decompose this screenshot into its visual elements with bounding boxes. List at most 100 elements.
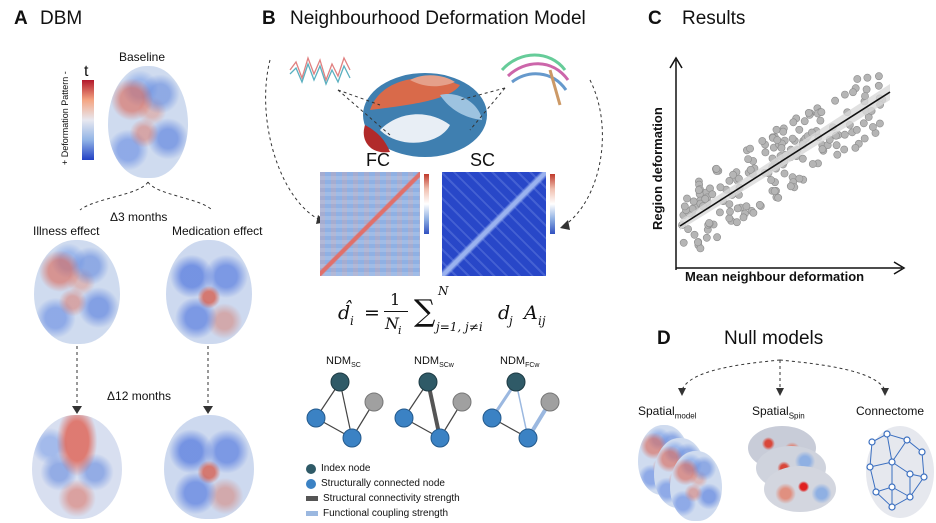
- scatter-point: [818, 145, 827, 154]
- scatter-point: [832, 141, 841, 150]
- baseline-brain: [108, 66, 188, 178]
- scatter-point: [694, 186, 703, 194]
- x-axis-label: Mean neighbour deformation: [685, 269, 865, 284]
- regression-confidence-band: [680, 84, 890, 230]
- medication-effect-label: Medication effect: [172, 224, 263, 238]
- scatter-point: [840, 145, 849, 154]
- scatter-point: [746, 144, 754, 153]
- spatial-model-label: Spatialmodel: [638, 404, 697, 421]
- scatter-point: [772, 125, 781, 134]
- panel-d-title: Null models: [724, 328, 824, 349]
- scatter-point: [761, 148, 770, 157]
- medication-effect-brain-3m: [166, 240, 252, 344]
- ndm-sc-graph: [306, 372, 384, 448]
- spatial-spin-label: SpatialSpin: [752, 404, 805, 421]
- legend-functional-coupling: Functional coupling strength: [306, 508, 448, 519]
- y-axis-arrow: [669, 56, 683, 69]
- illness-effect-brain-12m: [32, 415, 122, 519]
- delta-12-months-label: Δ12 months: [107, 389, 172, 403]
- tractography-icon: [500, 53, 570, 106]
- scatter-point: [770, 187, 779, 196]
- scatter-point: [680, 202, 689, 211]
- scatter-point: [798, 154, 807, 163]
- eq-fraction-bar: [384, 311, 408, 312]
- scatter-point: [716, 183, 725, 192]
- ndm-scw-label: NDMSCw: [414, 355, 454, 370]
- scatter-point: [788, 134, 797, 143]
- medication-effect-brain-12m: [164, 415, 254, 519]
- scatter-point: [744, 155, 752, 163]
- scatter-point: [833, 150, 842, 159]
- scatter-point: [874, 72, 883, 81]
- scatter-point: [840, 90, 849, 99]
- panel-c-letter: C: [648, 8, 662, 29]
- scatter-point: [863, 73, 872, 82]
- scatter-point: [755, 200, 764, 209]
- scatter-point: [777, 144, 786, 152]
- scatter-point: [852, 126, 861, 134]
- scatter-point: [859, 119, 868, 128]
- eq-denominator-sub: i: [398, 324, 402, 337]
- null-model-arrows: [678, 359, 889, 396]
- scatter-point: [853, 75, 862, 83]
- ndm-scw-graph: [394, 372, 472, 448]
- legend-index-node: Index node: [306, 463, 371, 474]
- scatter-point: [786, 182, 795, 191]
- ndm-sc-label: NDMSC: [326, 355, 361, 370]
- panel-b-letter: B: [262, 8, 276, 29]
- sc-label: SC: [470, 150, 496, 170]
- panel-b-graphics: [265, 53, 603, 230]
- gray-bar-icon: [306, 496, 318, 501]
- panel-d-letter: D: [657, 328, 671, 349]
- scatter-point: [816, 116, 825, 125]
- legend-structurally-connected-node: Structurally connected node: [306, 478, 445, 489]
- scatter-point: [689, 197, 698, 206]
- scatter-point: [733, 218, 741, 227]
- scatter-point: [725, 214, 734, 223]
- scatter-point: [702, 233, 711, 242]
- eq-term: d: [498, 302, 511, 324]
- panel-a-arrows: [72, 181, 213, 414]
- blue-circle-icon: [306, 478, 316, 489]
- colorbar: [82, 80, 94, 160]
- scatter-point: [739, 213, 748, 222]
- connectome-label: Connectome: [856, 404, 925, 418]
- scatter-point: [800, 117, 809, 126]
- scatter-point: [749, 208, 758, 217]
- scatter-point: [849, 88, 857, 97]
- scatter-point: [774, 193, 783, 202]
- scatter-point: [875, 119, 884, 128]
- scatter-point: [789, 118, 798, 127]
- scatter-point: [716, 208, 724, 217]
- legend-structural-connectivity: Structural connectivity strength: [306, 493, 460, 504]
- fc-label: FC: [366, 150, 390, 170]
- x-axis-arrow: [893, 261, 906, 275]
- eq-term-sub: j: [509, 314, 513, 328]
- regression-line: [679, 91, 891, 227]
- connectome-graph: [866, 426, 934, 518]
- scatter-point: [684, 225, 692, 233]
- scatter-point: [868, 123, 877, 131]
- scatter-point: [679, 238, 688, 247]
- spatial-spin-brain-3: [764, 466, 836, 512]
- eq-matrix-sub: ij: [538, 314, 546, 328]
- scatter-point: [795, 174, 804, 183]
- scatter-point: [742, 202, 751, 211]
- scatter-point: [725, 200, 734, 208]
- eq-sum-top: N: [438, 284, 449, 298]
- results-scatter-plot: [669, 56, 906, 275]
- panel-a-title: DBM: [40, 8, 83, 29]
- eq-equals: =: [364, 302, 380, 324]
- scatter-point: [708, 190, 717, 199]
- baseline-label: Baseline: [119, 50, 166, 64]
- scatter-point: [758, 137, 767, 145]
- ndm-equation: d̂ i = 1 N i ∑ N j=1, j≠i d j A ij: [338, 284, 568, 340]
- panel-b-title: Neighbourhood Deformation Model: [290, 8, 586, 29]
- time-series-icon: [289, 55, 351, 86]
- ndm-network-diagrams: [306, 372, 560, 448]
- scatter-point: [690, 230, 699, 239]
- scatter-point: [817, 108, 826, 116]
- scatter-point: [746, 165, 755, 174]
- ndm-fcw-graph: [482, 372, 560, 448]
- scatter-point: [862, 85, 871, 94]
